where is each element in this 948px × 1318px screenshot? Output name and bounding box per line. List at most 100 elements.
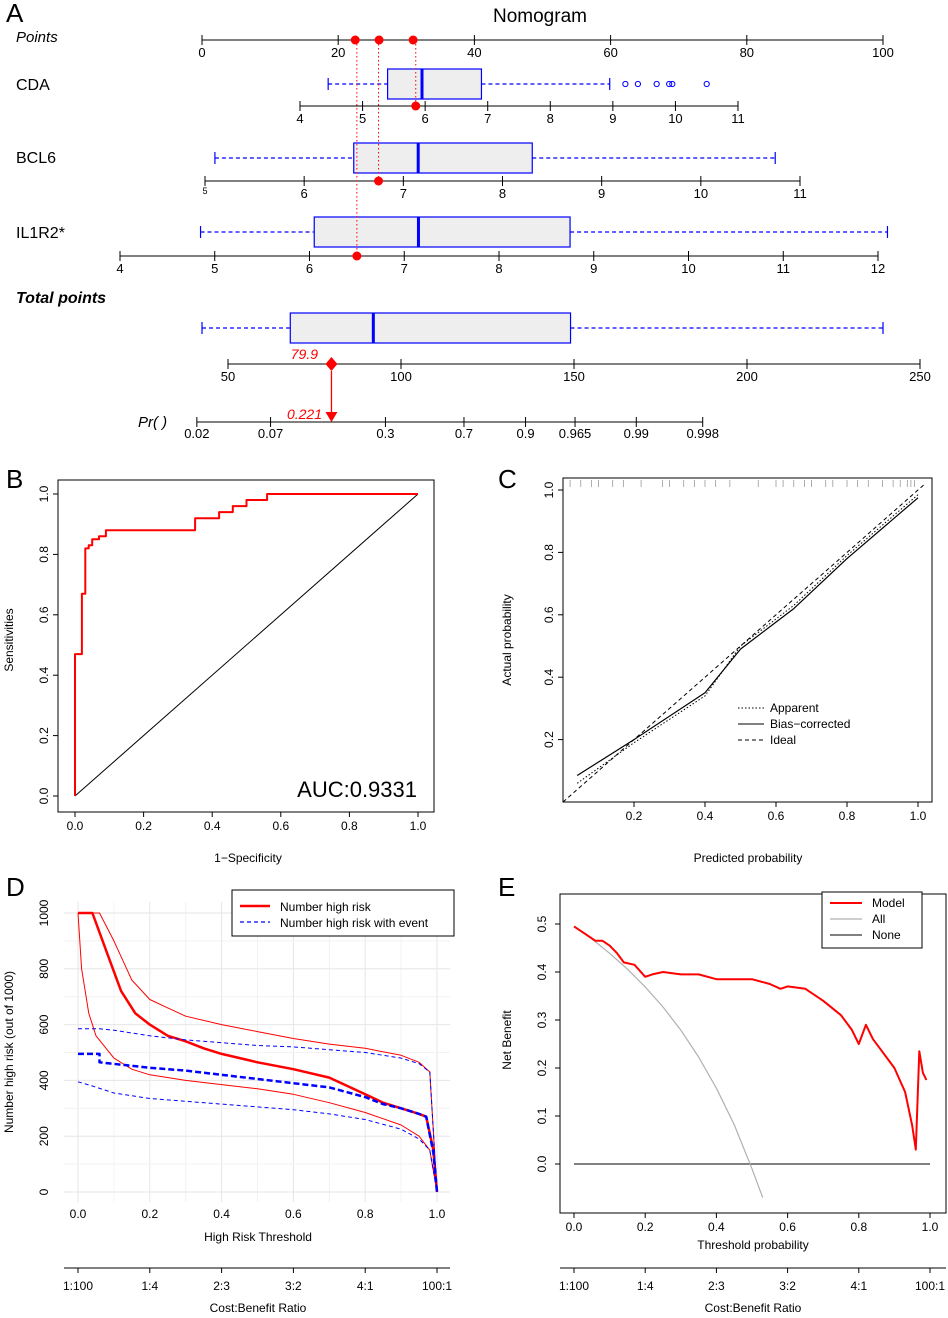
var-label-il1r2: IL1R2* [16,225,65,242]
dca-x-axis-tick-label: 1.0 [922,1220,939,1234]
impact-cost-benefit-tick-label: 4:1 [357,1279,374,1293]
calibration-y-axis-tick-label: 1.0 [542,481,556,498]
variable-axis-tick-label: 6 [301,186,308,201]
calibration-x-label: Predicted probability [694,851,803,865]
probability-axis-tick-label: 0.998 [686,426,719,441]
dca-y-axis-tick-label: 0.0 [535,1155,549,1172]
variable-axis-tick-label: 10 [694,186,708,201]
roc-x-axis-tick-label: 0.8 [341,819,358,833]
roc-y-axis-tick-label: 0.8 [37,546,51,563]
boxplot-box [387,68,483,100]
impact-x-tick-label: 0.2 [141,1207,158,1221]
prob-marker-label: 0.221 [287,406,322,422]
impact-y-label: Number high risk (out of 1000) [2,971,16,1133]
points-axis-tick-label: 40 [467,45,481,60]
probability-axis-tick-label: 0.02 [184,426,209,441]
impact-y-tick-label: 800 [37,958,51,978]
calibration-x-axis-tick-label: 0.6 [768,809,785,823]
variable-axis-tick-label: 9 [609,111,616,126]
calibration-x-axis-tick-label: 0.4 [697,809,714,823]
points-marker [408,35,418,45]
dca-y-axis-tick-label: 0.1 [535,1107,549,1124]
total-axis-tick-label: 50 [221,369,235,384]
var-label-cda: CDA [16,77,50,94]
variable-axis-tick-label: 11 [793,186,807,201]
impact-x-label: High Risk Threshold [204,1230,312,1244]
impact-cost-benefit-label: Cost:Benefit Ratio [210,1301,307,1315]
impact-y-tick-label: 1000 [37,899,51,926]
calibration-y-axis-tick-label: 0.2 [542,731,556,748]
impact-x-tick-label: 0.6 [285,1207,302,1221]
total-axis-tick-label: 150 [563,369,585,384]
probability-marker-arrow [325,412,338,422]
impact-x-tick-label: 0.0 [70,1207,87,1221]
points-axis-tick-label: 60 [603,45,617,60]
impact-y-tick-label: 400 [37,1070,51,1090]
boxplot-outlier [634,80,641,88]
probability-axis-tick-label: 0.07 [258,426,283,441]
variable-axis-tick-label: 5 [202,186,207,196]
boxplot-outlier [622,80,629,88]
calibration-panel: 0.2 0.4 0.6 0.8 1.0 0.2 0.4 0.6 0.8 1.0 Apparent Bi… [542,477,933,823]
boxplot-outlier [703,80,710,88]
impact-cost-benefit-tick-label: 1:4 [141,1279,158,1293]
impact-cost-benefit-tick-label: 100:1 [422,1279,452,1293]
boxplot-outlier [666,80,673,88]
dca-y-axis-tick-label: 0.4 [535,963,549,980]
roc-x-axis-tick-label: 0.2 [135,819,152,833]
dca-y-axis-tick-label: 0.5 [535,915,549,932]
variable-axis-tick-label: 10 [681,261,695,276]
roc-auc-label: AUC:0.9331 [297,777,417,802]
calibration-x-axis-tick-label: 0.2 [626,809,643,823]
calibration-bias-corrected-line [576,497,919,777]
panel-letter-a: A [6,0,24,28]
calibration-y-label: Actual probability [500,594,514,685]
panel-letter-b: B [6,464,23,494]
dca-cost-benefit-tick-label: 2:3 [708,1279,725,1293]
variable-marker [411,101,421,111]
points-axis-tick-label: 80 [740,45,754,60]
points-axis-tick-label: 100 [872,45,894,60]
roc-y-axis-tick-label: 1.0 [37,485,51,502]
impact-y-tick-label: 0 [37,1188,51,1195]
total-box [289,312,572,344]
roc-y-label: Sensitivities [2,608,16,671]
points-label: Points [16,29,58,46]
variable-axis-tick-label: 11 [731,111,745,126]
dca-all-line [573,925,764,1198]
points-marker [350,35,360,45]
impact-x-tick-label: 1.0 [429,1207,446,1221]
variable-axis-tick-label: 11 [777,261,791,276]
impact-cost-benefit-tick-label: 3:2 [285,1279,302,1293]
probability-label: Pr( ) [138,414,167,431]
roc-diagonal [74,493,419,797]
variable-axis-tick-label: 6 [422,111,429,126]
total-marker-label: 79.9 [291,346,318,362]
variable-axis-tick-label: 8 [499,186,506,201]
roc-y-axis-tick-label: 0.4 [37,667,51,684]
impact-y-tick-label: 600 [37,1014,51,1034]
points-marker [374,35,384,45]
var-label-bcl6: BCL6 [16,150,56,167]
probability-axis-tick-label: 0.3 [376,426,394,441]
impact-legend-label: Number high risk with event [280,916,429,930]
total-marker-diamond [325,357,338,371]
boxplot-box [353,142,533,174]
total-axis-tick-label: 200 [736,369,758,384]
probability-axis-tick-label: 0.99 [624,426,649,441]
roc-x-axis-tick-label: 0.4 [204,819,221,833]
dca-cost-benefit-tick-label: 100:1 [915,1279,945,1293]
points-axis-tick-label: 0 [198,45,205,60]
impact-y-tick-label: 200 [37,1126,51,1146]
calibration-legend-label: Ideal [770,733,796,747]
dca-cost-benefit-tick-label: 1:100 [559,1279,589,1293]
impact-legend-box [231,889,455,937]
probability-axis-tick-label: 0.9 [517,426,535,441]
panel-letter-e: E [498,872,515,902]
roc-x-axis-tick-label: 0.0 [67,819,84,833]
dca-legend-label: All [872,912,885,926]
variable-axis-tick-label: 7 [401,261,408,276]
calibration-y-axis-tick-label: 0.6 [542,606,556,623]
impact-cost-benefit-tick-label: 1:100 [63,1279,93,1293]
